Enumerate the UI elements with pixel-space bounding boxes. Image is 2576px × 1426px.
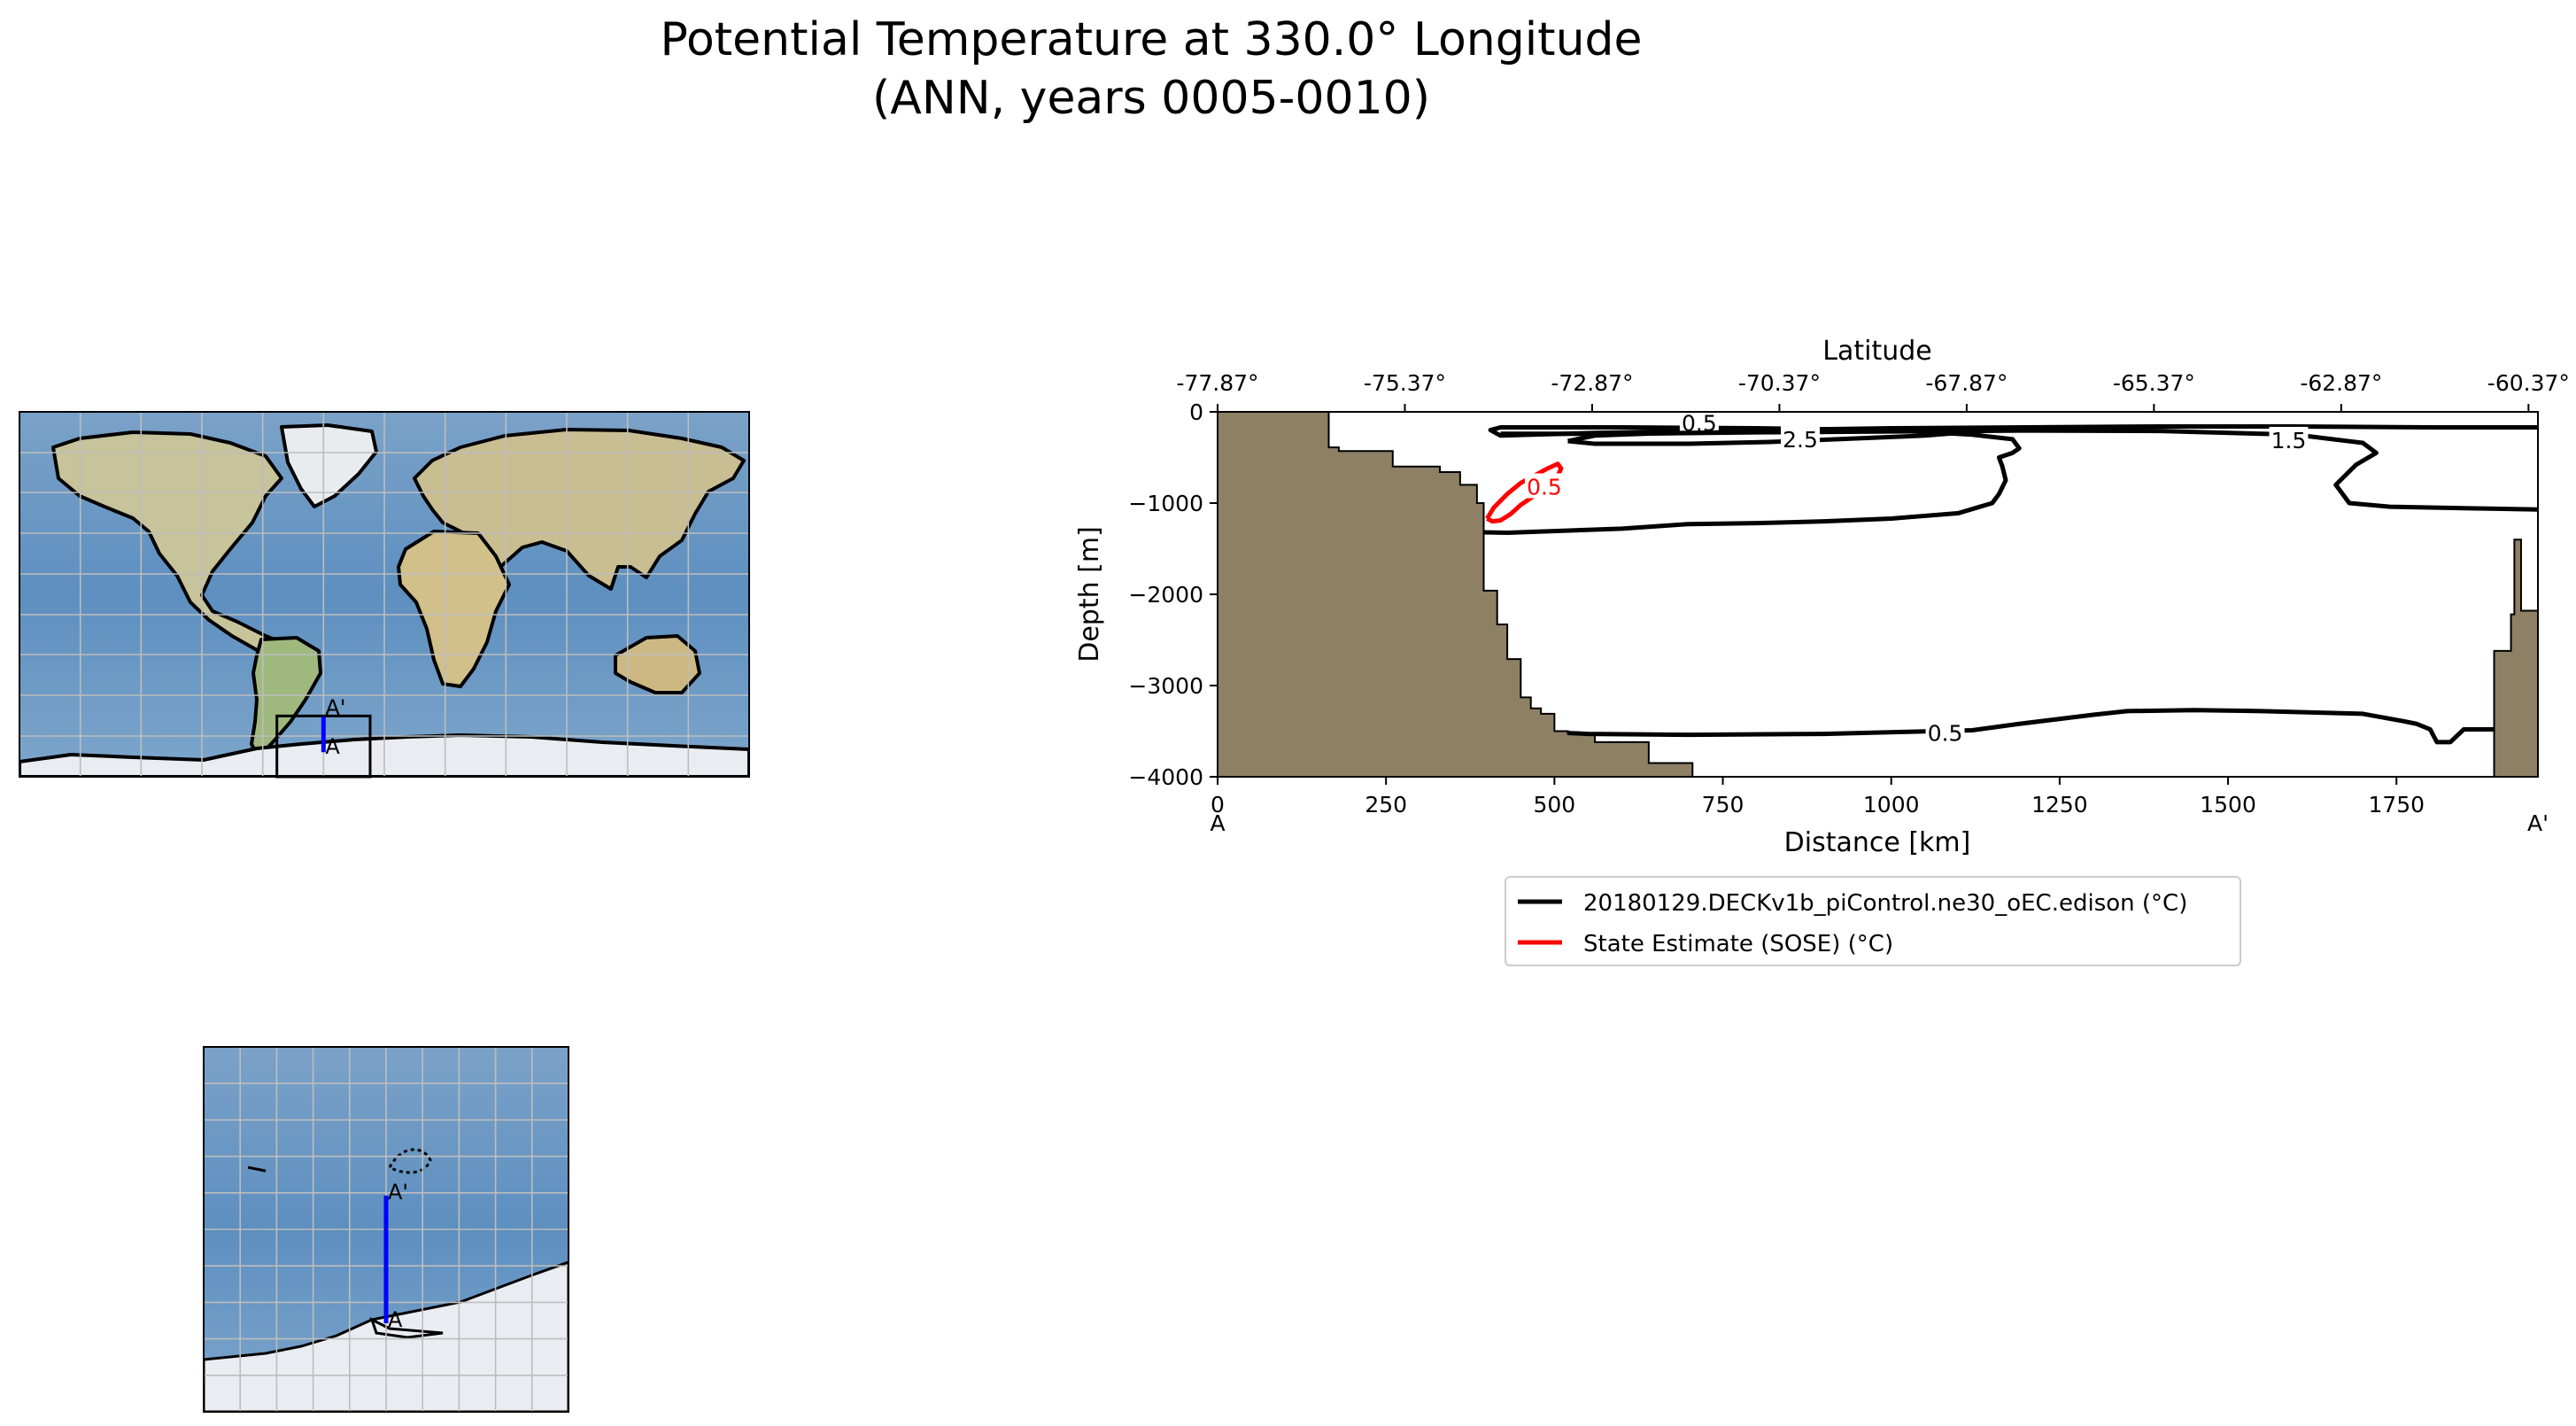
- y-axis-label: Depth [m]: [1074, 526, 1105, 663]
- top-tick-label-0: -77.87°: [1176, 370, 1258, 396]
- inset-map-gridlines: [204, 1047, 569, 1412]
- section-start-label: A: [1210, 810, 1225, 836]
- top-tick-label-3: -70.37°: [1738, 370, 1821, 396]
- x-tick-label-2: 500: [1533, 792, 1575, 818]
- contour-0: [1567, 708, 2495, 745]
- figure-title-line2: (ANN, years 0005-0010): [872, 72, 1430, 125]
- x-tick-label-3: 750: [1702, 792, 1744, 818]
- x-tick-label-7: 1750: [2368, 792, 2425, 818]
- top-tick-label-4: -67.87°: [1925, 370, 2007, 396]
- inset-map-island: [387, 1148, 432, 1174]
- top-axis-label: Latitude: [1822, 336, 1931, 367]
- x-axis: 0 250 500 750 1000 1250 1500 1750: [1211, 777, 2425, 818]
- top-tick-label-6: -62.87°: [2300, 370, 2382, 396]
- contour-lines: 0.50.51.52.50.5: [1483, 412, 2538, 747]
- x-tick-label-0: 0: [1211, 792, 1225, 818]
- bathymetry-right: [2493, 539, 2538, 777]
- top-tick-label-7: -60.37°: [2487, 370, 2570, 396]
- global-map-frame: [19, 411, 750, 778]
- x-axis-label: Distance [km]: [1784, 827, 1971, 858]
- contour-label-4: 0.5: [1527, 474, 1562, 500]
- x-tick-label-4: 1000: [1863, 792, 1920, 818]
- contour-4: [1485, 461, 1564, 524]
- y-tick-label-3: −3000: [1128, 673, 1203, 699]
- contour-label-bg-0: [1925, 719, 1965, 745]
- global-map-gridlines: [19, 412, 749, 777]
- africa-landmass: [397, 530, 511, 688]
- contour-label-bg-3: [1781, 425, 1821, 451]
- contour-3: [1567, 427, 2008, 446]
- contour-label-0: 0.5: [1928, 721, 1963, 747]
- legend-label-sose: State Estimate (SOSE) (°C): [1583, 931, 1893, 957]
- inset-section-end-label: A': [388, 1180, 408, 1205]
- legend: 20180129.DECKv1b_piControl.ne30_oEC.edis…: [1505, 876, 2241, 966]
- section-plot: 0.50.51.52.50.5 0 250 500 750 1000 1250 1500 17…: [1074, 336, 2570, 858]
- bathymetry-left: [1218, 412, 1694, 777]
- inset-section-start-label: A: [388, 1307, 403, 1332]
- contour-label-bg-2: [2269, 426, 2309, 452]
- y-tick-label-4: −4000: [1128, 764, 1203, 790]
- x-tick-label-1: 250: [1365, 792, 1407, 818]
- australia-landmass: [614, 634, 701, 694]
- y-axis: 0 −1000 −2000 −3000 −4000: [1128, 399, 1218, 790]
- x-tick-label-5: 1250: [2031, 792, 2088, 818]
- y-tick-label-1: −1000: [1128, 491, 1203, 516]
- inset-map-small-island: [247, 1166, 267, 1173]
- y-tick-label-0: 0: [1189, 399, 1203, 425]
- legend-label-model: 20180129.DECKv1b_piControl.ne30_oEC.edis…: [1583, 890, 2187, 917]
- top-tick-label-1: -75.37°: [1364, 370, 1446, 396]
- section-end-label: A': [2527, 810, 2549, 836]
- contour-label-bg-4: [1524, 473, 1564, 499]
- top-tick-label-2: -72.87°: [1551, 370, 1633, 396]
- x-tick-label-6: 1500: [2200, 792, 2256, 818]
- global-section-start-label: A: [325, 734, 340, 759]
- greenland-landmass: [280, 423, 378, 508]
- contour-label-2: 1.5: [2271, 428, 2307, 453]
- contour-label-3: 2.5: [1783, 427, 1818, 453]
- y-tick-label-2: −2000: [1128, 582, 1203, 608]
- inset-map: A A': [203, 1046, 569, 1413]
- figure-title-line1: Potential Temperature at 330.0° Longitud…: [660, 13, 1642, 66]
- global-map: A A': [19, 411, 750, 779]
- top-tick-label-5: -65.37°: [2113, 370, 2195, 396]
- top-axis: -77.87° -75.37° -72.87° -70.37° -67.87° -65.3…: [1176, 370, 2570, 412]
- north-america-landmass: [51, 430, 294, 657]
- legend-frame: [1505, 876, 2241, 966]
- inset-region-box: [275, 714, 372, 779]
- contour-1: [1483, 423, 2538, 535]
- global-section-end-label: A': [325, 695, 345, 720]
- inset-map-frame: [203, 1046, 569, 1413]
